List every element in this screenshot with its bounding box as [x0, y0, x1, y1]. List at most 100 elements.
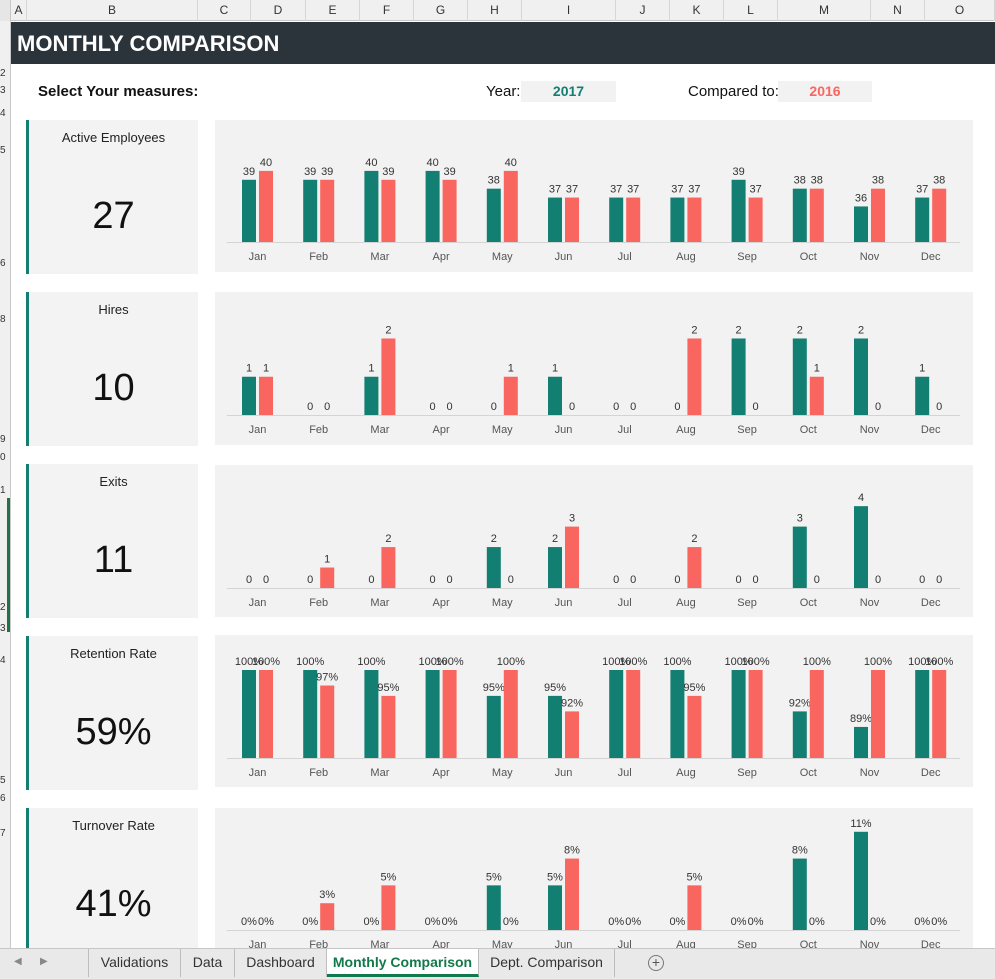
bar-current-year[interactable] [303, 179, 318, 242]
arrow-right-icon[interactable]: ▶ [40, 956, 48, 967]
bar-previous-year[interactable] [565, 197, 579, 242]
row-header[interactable]: 5 [0, 145, 6, 156]
bar-current-year[interactable] [792, 188, 807, 242]
measure-card-exits[interactable]: Exits 11 [26, 464, 198, 618]
bar-current-year[interactable] [486, 695, 501, 758]
column-header[interactable]: L [724, 0, 778, 21]
column-header[interactable]: G [414, 0, 468, 21]
row-header[interactable]: 3 [0, 623, 6, 634]
bar-current-year[interactable] [792, 526, 807, 588]
bar-previous-year[interactable] [381, 547, 396, 588]
column-header[interactable]: N [871, 0, 925, 21]
tab-validations[interactable]: Validations [88, 949, 181, 977]
row-header[interactable]: 4 [0, 655, 6, 666]
bar-previous-year[interactable] [809, 376, 824, 415]
row-header[interactable]: 2 [0, 602, 6, 613]
bar-current-year[interactable] [670, 670, 685, 758]
column-header[interactable]: D [251, 0, 306, 21]
bar-previous-year[interactable] [381, 695, 396, 758]
bar-previous-year[interactable] [320, 567, 335, 588]
row-header[interactable]: 8 [0, 314, 6, 325]
bar-current-year[interactable] [854, 831, 868, 930]
bar-previous-year[interactable] [503, 170, 518, 242]
row-header[interactable]: 6 [0, 258, 6, 269]
bar-previous-year[interactable] [320, 903, 335, 930]
bar-current-year[interactable] [548, 197, 562, 242]
row-header[interactable]: 2 [0, 68, 6, 79]
bar-previous-year[interactable] [320, 179, 335, 242]
column-header[interactable]: J [616, 0, 670, 21]
year-selector[interactable]: 2017 [521, 81, 616, 102]
column-header[interactable]: H [468, 0, 522, 21]
bar-current-year[interactable] [792, 711, 807, 758]
bar-current-year[interactable] [915, 376, 930, 415]
bar-current-year[interactable] [242, 376, 256, 415]
bar-current-year[interactable] [548, 376, 562, 415]
bar-previous-year[interactable] [381, 885, 396, 930]
bar-previous-year[interactable] [687, 338, 702, 415]
measure-card-turnover-rate[interactable]: Turnover Rate 41% [26, 808, 198, 958]
tab-dept-comparison[interactable]: Dept. Comparison [479, 949, 615, 977]
bar-previous-year[interactable] [503, 376, 518, 415]
bar-previous-year[interactable] [259, 170, 273, 242]
bar-previous-year[interactable] [442, 179, 457, 242]
bar-current-year[interactable] [548, 695, 562, 758]
column-header[interactable]: C [198, 0, 251, 21]
arrow-left-icon[interactable]: ◀ [14, 956, 22, 967]
bar-previous-year[interactable] [687, 885, 702, 930]
bar-current-year[interactable] [242, 179, 256, 242]
bar-previous-year[interactable] [932, 188, 947, 242]
bar-current-year[interactable] [854, 506, 868, 588]
row-header[interactable]: 9 [0, 434, 6, 445]
bar-previous-year[interactable] [932, 670, 947, 758]
bar-previous-year[interactable] [259, 670, 273, 758]
tab-monthly-comparison[interactable]: Monthly Comparison [327, 949, 479, 977]
bar-previous-year[interactable] [503, 670, 518, 758]
column-header[interactable]: K [670, 0, 724, 21]
row-header[interactable]: 7 [0, 828, 6, 839]
column-header[interactable]: A [11, 0, 27, 21]
bar-current-year[interactable] [731, 338, 746, 415]
bar-previous-year[interactable] [626, 197, 641, 242]
measure-card-retention-rate[interactable]: Retention Rate 59% [26, 636, 198, 790]
bar-previous-year[interactable] [565, 858, 579, 930]
column-header[interactable]: F [360, 0, 414, 21]
row-header[interactable]: 5 [0, 775, 6, 786]
plus-circle-icon[interactable]: + [648, 955, 664, 971]
bar-previous-year[interactable] [687, 547, 702, 588]
row-header[interactable]: 1 [0, 485, 6, 496]
bar-current-year[interactable] [854, 206, 868, 242]
column-header[interactable]: M [778, 0, 871, 21]
bar-previous-year[interactable] [687, 695, 702, 758]
bar-current-year[interactable] [609, 670, 624, 758]
bar-previous-year[interactable] [687, 197, 702, 242]
tab-data[interactable]: Data [181, 949, 235, 977]
bar-current-year[interactable] [548, 885, 562, 930]
bar-previous-year[interactable] [871, 188, 885, 242]
bar-current-year[interactable] [548, 547, 562, 588]
compared-year-selector[interactable]: 2016 [778, 81, 872, 102]
bar-current-year[interactable] [854, 726, 868, 758]
bar-previous-year[interactable] [259, 376, 273, 415]
bar-previous-year[interactable] [320, 685, 335, 758]
bar-previous-year[interactable] [809, 188, 824, 242]
bar-current-year[interactable] [792, 338, 807, 415]
bar-previous-year[interactable] [748, 197, 763, 242]
column-header[interactable]: E [306, 0, 360, 21]
bar-current-year[interactable] [915, 670, 930, 758]
bar-current-year[interactable] [242, 670, 256, 758]
bar-previous-year[interactable] [565, 711, 579, 758]
column-header[interactable]: O [925, 0, 995, 21]
measure-card-active-employees[interactable]: Active Employees 27 [26, 120, 198, 274]
bar-current-year[interactable] [609, 197, 624, 242]
bar-current-year[interactable] [364, 670, 379, 758]
column-header[interactable]: B [27, 0, 198, 21]
bar-current-year[interactable] [486, 547, 501, 588]
select-all-corner[interactable] [0, 0, 11, 21]
bar-current-year[interactable] [425, 170, 440, 242]
bar-current-year[interactable] [303, 670, 318, 758]
bar-current-year[interactable] [854, 338, 868, 415]
measure-card-hires[interactable]: Hires 10 [26, 292, 198, 446]
bar-current-year[interactable] [670, 197, 685, 242]
bar-current-year[interactable] [364, 170, 379, 242]
